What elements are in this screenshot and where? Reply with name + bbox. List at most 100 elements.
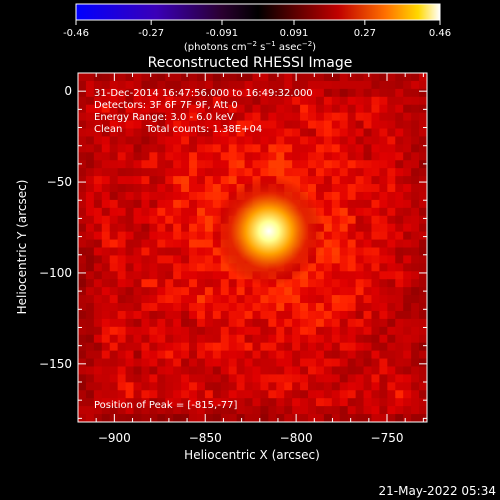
image-pixel [212, 144, 222, 153]
image-pixel [323, 80, 333, 90]
image-pixel [339, 112, 349, 122]
image-pixel [315, 96, 325, 106]
image-pixel [371, 215, 381, 225]
image-pixel [419, 144, 427, 153]
image-pixel [93, 199, 103, 209]
image-pixel [268, 358, 277, 368]
image-pixel [323, 112, 333, 122]
image-pixel [149, 215, 158, 225]
image-pixel [387, 144, 396, 153]
image-pixel [141, 287, 150, 296]
image-pixel [387, 223, 396, 233]
image-pixel [284, 414, 293, 422]
image-pixel [363, 318, 373, 328]
image-pixel [85, 310, 95, 320]
image-pixel [236, 144, 246, 153]
image-pixel [141, 160, 150, 169]
image-pixel [323, 382, 333, 391]
image-pixel [125, 168, 135, 177]
image-pixel [403, 350, 412, 360]
image-pixel [411, 310, 420, 320]
image-pixel [165, 303, 174, 312]
image-pixel [133, 263, 143, 272]
image-pixel [228, 152, 238, 161]
image-pixel [363, 199, 373, 209]
image-pixel [157, 184, 166, 193]
image-pixel [276, 287, 285, 296]
image-pixel [363, 350, 373, 360]
image-pixel [125, 255, 135, 264]
image-pixel [363, 310, 373, 320]
image-pixel [196, 342, 206, 352]
image-pixel [379, 223, 388, 233]
image-pixel [403, 382, 412, 391]
image-pixel [244, 152, 254, 161]
image-pixel [387, 374, 396, 383]
image-pixel [284, 168, 293, 177]
image-pixel [363, 176, 373, 185]
image-pixel [411, 358, 420, 368]
image-pixel [228, 406, 238, 415]
image-pixel [387, 176, 396, 185]
image-pixel [371, 318, 381, 328]
image-pixel [379, 310, 388, 320]
image-pixel [228, 318, 238, 328]
image-pixel [125, 303, 135, 312]
image-pixel [149, 263, 158, 272]
image-pixel [315, 263, 325, 272]
image-pixel [371, 176, 381, 185]
image-pixel [149, 112, 158, 122]
image-pixel [173, 303, 182, 312]
image-pixel [220, 326, 230, 336]
image-pixel [204, 295, 214, 304]
image-pixel [141, 191, 150, 201]
image-pixel [387, 366, 396, 376]
image-pixel [323, 176, 333, 185]
image-pixel [181, 414, 190, 422]
image-pixel [387, 73, 396, 82]
image-pixel [363, 279, 373, 288]
image-pixel [181, 207, 190, 217]
image-pixel [276, 342, 285, 352]
image-pixel [157, 144, 166, 153]
image-pixel [196, 382, 206, 391]
image-pixel [141, 398, 150, 407]
image-pixel [133, 160, 143, 169]
image-pixel [196, 144, 206, 153]
image-pixel [228, 326, 238, 336]
image-pixel [212, 310, 222, 320]
image-pixel [236, 310, 246, 320]
image-pixel [292, 295, 301, 304]
image-pixel [260, 342, 269, 352]
image-pixel [268, 382, 277, 391]
image-pixel [323, 406, 333, 415]
image-pixel [133, 247, 143, 257]
image-pixel [323, 398, 333, 407]
image-pixel [212, 128, 222, 138]
image-pixel [323, 88, 333, 98]
image-pixel [363, 144, 373, 153]
image-pixel [196, 295, 206, 304]
image-pixel [101, 303, 111, 312]
image-pixel [189, 80, 198, 90]
image-pixel [363, 104, 373, 114]
image-pixel [78, 310, 87, 320]
image-pixel [157, 366, 166, 376]
image-pixel [125, 184, 135, 193]
image-pixel [323, 231, 333, 241]
image-pixel [212, 88, 222, 98]
image-pixel [157, 406, 166, 415]
image-pixel [300, 136, 309, 145]
image-pixel [347, 310, 357, 320]
image-pixel [165, 128, 174, 138]
image-pixel [165, 287, 174, 296]
image-pixel [323, 358, 333, 368]
image-pixel [411, 247, 420, 257]
image-pixel [85, 80, 95, 90]
image-pixel [419, 199, 427, 209]
image-pixel [331, 168, 341, 177]
image-pixel [403, 318, 412, 328]
image-pixel [93, 120, 103, 130]
image-pixel [300, 88, 309, 98]
image-pixel [204, 199, 214, 209]
